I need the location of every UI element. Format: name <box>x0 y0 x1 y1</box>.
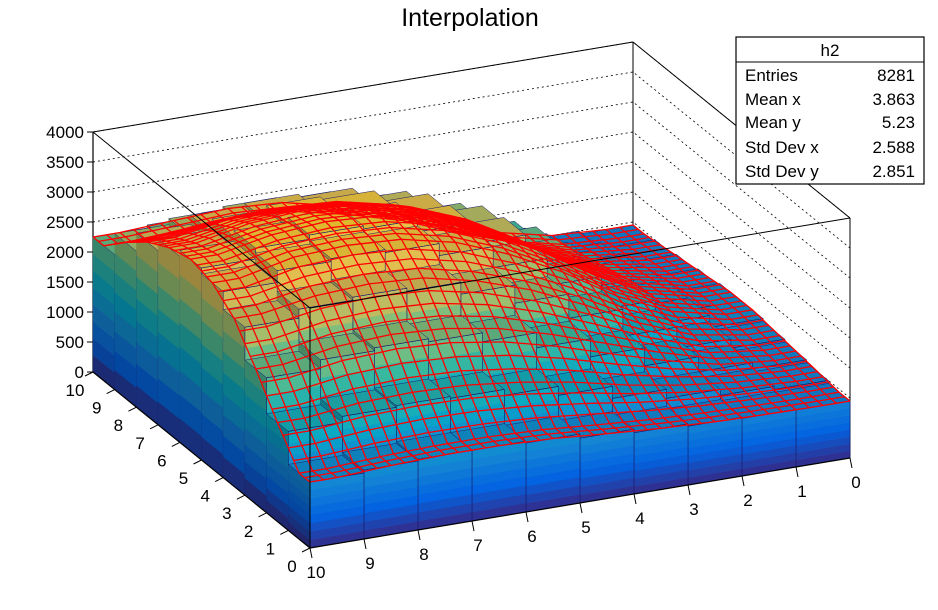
x-tick <box>579 502 583 514</box>
y-tick-label: 9 <box>92 399 101 418</box>
x-tick-label: 1 <box>797 482 806 501</box>
x-tick-label: 10 <box>307 563 326 582</box>
y-tick-label: 4 <box>200 487 209 506</box>
front-frame <box>92 131 851 548</box>
x-tick <box>525 511 529 523</box>
y-tick-label: 2 <box>244 522 253 541</box>
surface-line-x <box>133 228 351 476</box>
z-tick-label: 3500 <box>46 153 84 172</box>
y-tick <box>258 512 267 518</box>
x-tick-label: 2 <box>743 491 752 510</box>
surface-line-x <box>92 236 311 483</box>
y-tick <box>214 477 224 483</box>
x-tick-label: 4 <box>635 509 644 528</box>
z-tick-label: 3000 <box>46 183 84 202</box>
x-tick-label: 3 <box>689 500 698 519</box>
surface-line-y <box>103 210 645 247</box>
z-tick-label: 1000 <box>46 303 84 322</box>
y-tick <box>193 459 202 465</box>
x-tick <box>471 520 475 532</box>
surface-line-y <box>98 206 639 243</box>
z-tick-label: 500 <box>56 333 84 352</box>
interpolation-surface <box>92 200 851 483</box>
x-axis: 0 1 2 3 4 5 6 7 8 9 10 <box>307 457 861 582</box>
y-tick-label: 7 <box>135 434 144 453</box>
y-tick <box>149 424 159 430</box>
y-tick <box>301 547 311 553</box>
x-tick-label: 8 <box>419 545 428 564</box>
z-tick-label: 2500 <box>46 213 84 232</box>
stats-value-entries: 8281 <box>877 66 915 85</box>
z-axis: 0 500 1000 1500 2000 2500 3000 3500 4000 <box>46 123 94 382</box>
stats-label-mean-y: Mean y <box>745 113 801 132</box>
y-tick-label: 6 <box>157 451 166 470</box>
stats-value-mean-x: 3.863 <box>872 90 915 109</box>
y-tick-label: 1 <box>266 539 275 558</box>
stats-value-std-dev-x: 2.588 <box>872 138 915 157</box>
z-tick-label: 0 <box>75 363 84 382</box>
z-tick-label: 1500 <box>46 273 84 292</box>
y-tick <box>236 494 246 500</box>
z-tick-label: 4000 <box>46 123 84 142</box>
stats-value-mean-y: 5.23 <box>882 113 915 132</box>
stats-box: h2 Entries 8281 Mean x 3.863 Mean y 5.23… <box>735 36 925 185</box>
x-tick-label: 9 <box>365 554 374 573</box>
x-tick <box>795 466 799 478</box>
x-tick-label: 6 <box>527 527 536 546</box>
y-tick <box>84 371 94 377</box>
x-tick <box>363 538 367 550</box>
y-tick-label: 3 <box>222 504 231 523</box>
x-tick-label: 5 <box>581 518 590 537</box>
stats-value-std-dev-y: 2.851 <box>872 162 915 181</box>
z-tick-label: 2000 <box>46 243 84 262</box>
x-tick-label: 0 <box>851 473 860 492</box>
y-tick-label: 10 <box>66 381 85 400</box>
frame-edge <box>309 217 851 309</box>
x-tick <box>417 529 421 541</box>
x-tick <box>309 547 313 559</box>
frame-edge <box>92 131 311 309</box>
surface-line-x <box>119 231 338 479</box>
stats-label-std-dev-y: Std Dev y <box>745 162 819 181</box>
y-tick <box>128 406 137 412</box>
y-tick <box>280 529 289 535</box>
x-tick-label: 7 <box>473 536 482 555</box>
x-tick <box>741 475 745 487</box>
stats-label-entries: Entries <box>745 66 798 85</box>
y-tick <box>106 389 115 395</box>
y-tick-label: 5 <box>179 469 188 488</box>
y-tick <box>171 441 181 447</box>
chart-title: Interpolation <box>401 4 539 32</box>
x-tick <box>687 484 691 496</box>
y-tick-label: 8 <box>114 416 123 435</box>
surface-line-x <box>106 234 324 481</box>
x-tick <box>849 457 853 469</box>
surface-line-y <box>92 201 634 238</box>
stats-box-name: h2 <box>821 41 840 60</box>
stats-label-mean-x: Mean x <box>745 90 801 109</box>
stats-label-std-dev-x: Std Dev x <box>745 138 819 157</box>
y-tick-label: 0 <box>287 557 296 576</box>
x-tick <box>633 493 637 505</box>
